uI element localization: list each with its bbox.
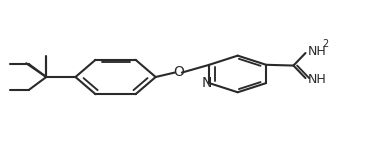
Text: NH: NH — [307, 45, 326, 58]
Text: NH: NH — [307, 73, 326, 86]
Text: 2: 2 — [322, 39, 329, 49]
Text: O: O — [173, 65, 184, 79]
Text: N: N — [201, 76, 212, 90]
